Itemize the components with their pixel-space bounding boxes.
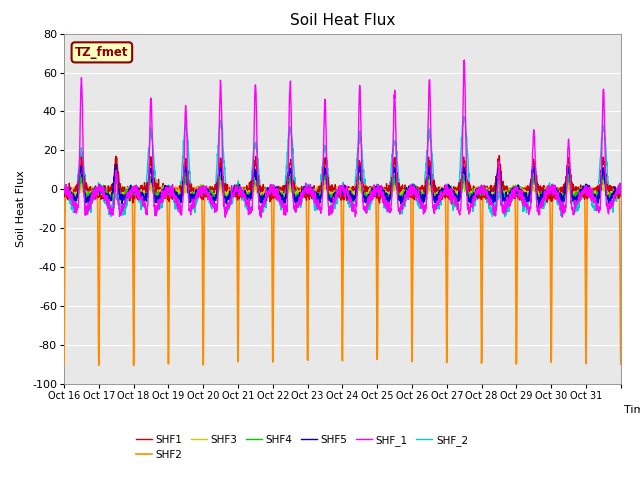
SHF2 xyxy=(130,362,138,368)
SHF4 xyxy=(609,190,617,195)
SHF_1 xyxy=(60,188,68,194)
SHF4 xyxy=(116,187,124,192)
SHF5 xyxy=(376,186,384,192)
Text: TZ_fmet: TZ_fmet xyxy=(75,46,129,59)
SHF_2 xyxy=(501,214,509,219)
SHF3 xyxy=(60,187,68,193)
SHF5 xyxy=(510,187,518,193)
SHF2 xyxy=(116,181,124,187)
SHF1 xyxy=(542,188,550,194)
SHF3 xyxy=(141,198,149,204)
SHF1 xyxy=(448,201,456,207)
SHF2 xyxy=(376,187,384,193)
SHF3 xyxy=(236,188,244,194)
Line: SHF_2: SHF_2 xyxy=(64,117,621,216)
Line: SHF2: SHF2 xyxy=(64,181,621,365)
SHF4 xyxy=(617,184,625,190)
SHF_2 xyxy=(609,199,617,205)
SHF4 xyxy=(542,190,550,196)
SHF_1 xyxy=(511,188,518,193)
SHF3 xyxy=(511,187,518,192)
Line: SHF_1: SHF_1 xyxy=(64,60,621,217)
SHF1 xyxy=(376,195,383,201)
SHF1 xyxy=(116,185,124,191)
SHF5 xyxy=(60,186,68,192)
SHF_2 xyxy=(236,189,244,195)
SHF_2 xyxy=(617,184,625,190)
Legend: SHF1, SHF2, SHF3, SHF4, SHF5, SHF_1, SHF_2: SHF1, SHF2, SHF3, SHF4, SHF5, SHF_1, SHF… xyxy=(136,435,468,460)
Y-axis label: Soil Heat Flux: Soil Heat Flux xyxy=(17,170,26,247)
SHF_1 xyxy=(461,57,468,63)
SHF2 xyxy=(617,361,625,367)
SHF2 xyxy=(236,187,244,193)
SHF_2 xyxy=(376,191,383,196)
SHF4 xyxy=(565,169,573,175)
SHF1 xyxy=(511,187,518,192)
Line: SHF1: SHF1 xyxy=(64,156,621,204)
SHF4 xyxy=(376,186,383,192)
SHF_1 xyxy=(257,215,265,220)
SHF2 xyxy=(609,186,617,192)
SHF4 xyxy=(385,201,392,206)
SHF_1 xyxy=(542,191,550,197)
SHF1 xyxy=(617,191,625,196)
SHF2 xyxy=(542,184,550,190)
SHF_1 xyxy=(236,186,244,192)
SHF3 xyxy=(116,192,124,198)
SHF_2 xyxy=(511,187,518,192)
SHF5 xyxy=(116,196,124,202)
SHF4 xyxy=(510,185,518,191)
SHF2 xyxy=(511,187,518,193)
SHF5 xyxy=(617,184,625,190)
X-axis label: Time: Time xyxy=(624,405,640,415)
SHF5 xyxy=(113,162,120,168)
SHF3 xyxy=(78,180,86,186)
SHF1 xyxy=(236,192,244,197)
SHF3 xyxy=(542,186,550,192)
SHF_2 xyxy=(542,197,550,203)
SHF4 xyxy=(236,187,244,193)
SHF5 xyxy=(236,186,244,192)
SHF2 xyxy=(60,362,68,368)
Line: SHF5: SHF5 xyxy=(64,165,621,207)
SHF5 xyxy=(535,204,543,210)
SHF4 xyxy=(60,183,68,189)
SHF_2 xyxy=(60,192,68,198)
SHF_1 xyxy=(617,182,625,188)
SHF5 xyxy=(609,192,617,197)
SHF_1 xyxy=(609,202,617,207)
SHF5 xyxy=(542,188,550,194)
SHF1 xyxy=(609,190,617,195)
SHF_2 xyxy=(116,200,124,206)
SHF2 xyxy=(113,179,120,184)
SHF3 xyxy=(376,186,384,192)
SHF1 xyxy=(60,193,68,199)
SHF_1 xyxy=(116,214,124,219)
SHF3 xyxy=(609,189,617,194)
Line: SHF3: SHF3 xyxy=(64,183,621,201)
SHF_2 xyxy=(460,114,468,120)
Title: Soil Heat Flux: Soil Heat Flux xyxy=(290,13,395,28)
SHF3 xyxy=(617,188,625,193)
Line: SHF4: SHF4 xyxy=(64,172,621,204)
SHF1 xyxy=(495,153,503,158)
SHF_1 xyxy=(376,187,384,193)
